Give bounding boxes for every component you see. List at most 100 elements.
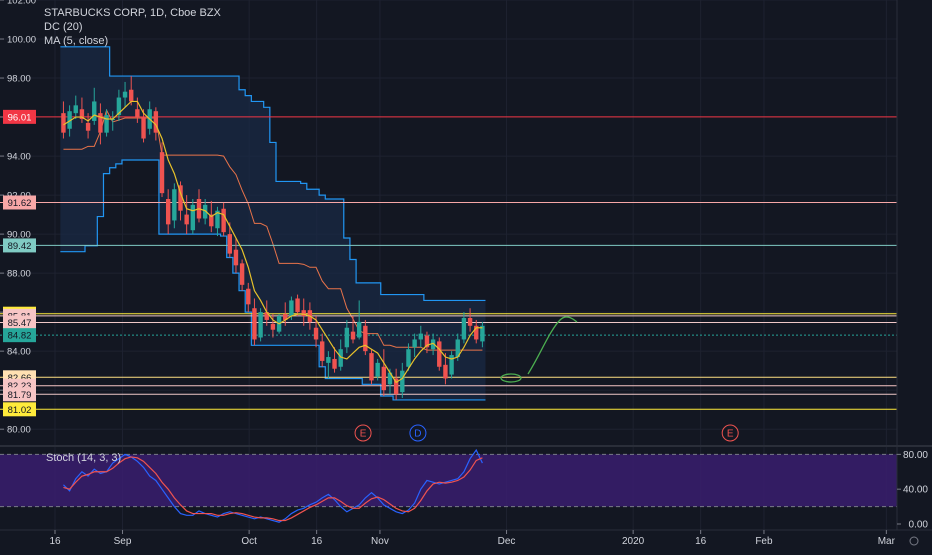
candle-body [289, 300, 294, 317]
price-label-bg [3, 109, 36, 124]
candle [159, 142, 165, 198]
y-tick-label: 84.00 [7, 347, 31, 358]
candle [449, 351, 454, 379]
candle [104, 109, 109, 137]
candle [98, 103, 103, 145]
candle-body [209, 214, 214, 227]
candle-body [295, 298, 300, 313]
event-marker[interactable]: D [409, 424, 427, 442]
candle [258, 308, 263, 342]
candle-body [313, 327, 319, 340]
x-tick-label: 16 [695, 536, 707, 547]
price-label-bg [3, 238, 36, 253]
candle-body [165, 198, 171, 225]
candle-body [85, 122, 91, 131]
stoch-line-d [63, 456, 483, 522]
candle [61, 101, 66, 139]
candle [461, 312, 467, 344]
price-label-text: 82.66 [8, 373, 32, 384]
donchian-channel [60, 46, 486, 401]
candle [430, 333, 436, 356]
candle [320, 333, 325, 367]
candle [363, 319, 368, 356]
candle [264, 300, 269, 326]
price-label-text: 96.01 [8, 112, 32, 123]
price-level-label: 81.79 [3, 387, 36, 402]
candle-body [369, 353, 374, 381]
candle [227, 222, 232, 258]
annotation-arrow-path[interactable] [527, 316, 578, 375]
candle [239, 259, 245, 291]
candle-body [258, 312, 263, 338]
drawing-annotations[interactable] [500, 316, 578, 383]
candle-body [393, 378, 399, 395]
candle-body [406, 349, 411, 367]
candle-body [98, 113, 103, 133]
candle-body [233, 249, 239, 266]
x-tick-label: Nov [371, 536, 389, 547]
candle-body [79, 109, 85, 120]
candle [165, 189, 171, 235]
event-marker[interactable]: E [354, 424, 372, 442]
candle [467, 308, 473, 332]
event-letter: E [360, 429, 367, 440]
candle-body [387, 372, 393, 385]
candle [283, 302, 288, 326]
candle [400, 362, 405, 398]
candle-body [129, 89, 134, 102]
y-tick-label: 80.00 [7, 425, 31, 436]
x-tick-label: Feb [755, 536, 773, 547]
candle [381, 349, 387, 397]
symbol-title: STARBUCKS CORP, 1D, Cboe BZX [44, 7, 221, 19]
candle [73, 95, 78, 120]
stochastic-pane [0, 448, 897, 523]
event-marker[interactable]: E [721, 424, 739, 442]
candle-body [246, 288, 251, 305]
candle [215, 206, 220, 237]
candle [443, 353, 448, 385]
candle-body [215, 210, 220, 229]
price-label-text: 89.42 [8, 241, 32, 252]
candle-body [202, 204, 208, 219]
candle-body [480, 325, 485, 342]
price-label-bg [3, 402, 36, 417]
price-level-label: 81.02 [3, 402, 36, 417]
candle [122, 81, 128, 108]
candle-body [449, 355, 454, 375]
candle [301, 298, 306, 326]
candle [344, 319, 350, 354]
candle-body [270, 323, 276, 330]
stoch-band-fill [0, 454, 897, 507]
price-label-text: 81.79 [8, 390, 32, 401]
candle-body [467, 317, 473, 326]
candle [369, 349, 374, 385]
dc-fill [60, 46, 486, 400]
candle-body [455, 339, 460, 358]
y-tick-label: 98.00 [7, 74, 31, 85]
candle-body [424, 335, 430, 348]
price-label-text: 85.47 [8, 318, 32, 329]
candle [326, 351, 331, 379]
y-tick-label: 94.00 [7, 152, 31, 163]
ma-legend: MA (5, close) [44, 35, 109, 47]
price-level-label: 85.47 [3, 315, 36, 330]
candle [252, 298, 257, 346]
price-label-bg [3, 315, 36, 330]
dc-upper-line [60, 46, 486, 302]
x-tick-label: 2020 [622, 536, 645, 547]
candle [141, 109, 146, 143]
candle-body [443, 364, 448, 379]
candle [270, 314, 276, 338]
candle-body [159, 152, 165, 194]
annotation-circle[interactable] [500, 373, 522, 383]
price-level-label: 96.01 [3, 109, 36, 124]
stoch-tick-label: 40.00 [903, 485, 928, 496]
price-label-text: 84.82 [8, 331, 32, 342]
event-circle [721, 424, 739, 442]
candle [412, 333, 417, 358]
candle-body [172, 189, 177, 221]
candle-body [437, 341, 442, 367]
